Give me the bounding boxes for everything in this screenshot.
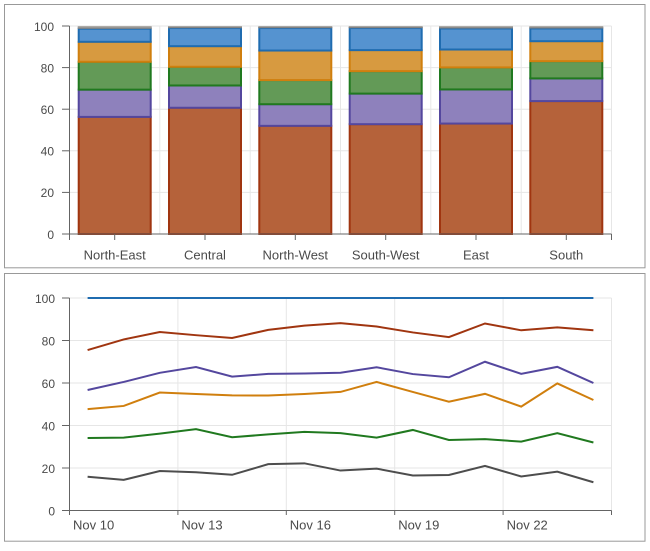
svg-text:Central: Central [184, 247, 226, 262]
svg-text:40: 40 [42, 419, 56, 433]
svg-text:South-West: South-West [352, 247, 420, 262]
svg-text:60: 60 [41, 103, 55, 117]
svg-text:80: 80 [41, 61, 55, 75]
svg-text:0: 0 [48, 504, 55, 518]
svg-text:20: 20 [42, 462, 56, 476]
svg-text:0: 0 [47, 228, 54, 242]
svg-text:Nov 10: Nov 10 [73, 517, 114, 532]
svg-text:100: 100 [35, 292, 55, 306]
svg-text:Nov 22: Nov 22 [507, 517, 548, 532]
svg-text:North-West: North-West [263, 247, 329, 262]
svg-text:Nov 13: Nov 13 [181, 517, 222, 532]
svg-text:South: South [549, 247, 583, 262]
svg-text:100: 100 [34, 20, 54, 34]
svg-text:20: 20 [41, 186, 55, 200]
svg-text:60: 60 [42, 377, 56, 391]
svg-text:East: East [463, 247, 489, 262]
svg-text:Nov 16: Nov 16 [290, 517, 331, 532]
svg-text:40: 40 [41, 145, 55, 159]
svg-text:80: 80 [42, 334, 56, 348]
svg-text:Nov 19: Nov 19 [398, 517, 439, 532]
svg-text:North-East: North-East [84, 247, 147, 262]
